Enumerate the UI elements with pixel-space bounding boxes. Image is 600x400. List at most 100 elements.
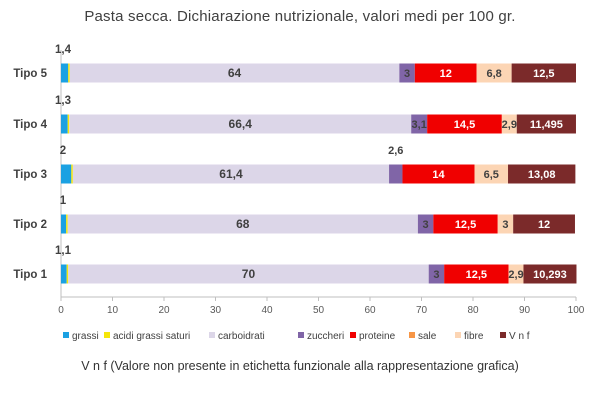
data-labels-layer: 1,4 64 3 12 6,8 12,5 1,3 66,4 3,1 14,5 2,9 11,495 2 6… — [55, 44, 567, 281]
bar-segment — [497, 214, 514, 234]
legend-swatch — [298, 332, 304, 338]
category-label: Tipo 3 — [13, 169, 47, 181]
data-label: 66,4 — [229, 117, 253, 131]
bar-segment — [511, 63, 576, 83]
bar-segment — [474, 164, 509, 184]
legend: grassi acidi grassi saturi carboidrati zucc… — [63, 331, 530, 342]
legend-swatch — [350, 332, 356, 338]
bar-segment — [433, 214, 498, 234]
legend-label: sale — [418, 331, 437, 342]
data-label: 61,4 — [219, 167, 243, 181]
x-tick-label: 40 — [261, 305, 273, 316]
x-tick-label: 60 — [364, 305, 376, 316]
category-label: Tipo 4 — [13, 119, 47, 131]
data-label: 70 — [242, 267, 256, 281]
bar-segment — [508, 264, 524, 284]
data-label: 14 — [432, 169, 445, 181]
legend-label: proteine — [359, 331, 396, 342]
data-label: 3 — [433, 269, 439, 281]
bar-segment — [444, 264, 509, 284]
data-label: 3 — [502, 219, 508, 231]
data-label: 2,6 — [388, 145, 403, 157]
bar-segment — [68, 63, 70, 83]
data-label: 12,5 — [533, 68, 554, 80]
x-tick-label: 30 — [210, 305, 222, 316]
x-tick-label: 90 — [519, 305, 531, 316]
bar-segment — [417, 214, 434, 234]
bar-segment — [69, 114, 412, 134]
data-label: 12 — [440, 68, 452, 80]
category-label: Tipo 5 — [13, 68, 47, 80]
footnote: V n f (Valore non presente in etichetta … — [81, 359, 519, 373]
data-label: 3 — [404, 68, 410, 80]
bar-segment — [402, 164, 475, 184]
bar-segment — [67, 214, 418, 234]
bar-segment — [61, 63, 69, 83]
x-tick-label: 10 — [107, 305, 119, 316]
data-label: 12 — [538, 219, 550, 231]
data-label: 14,5 — [454, 119, 475, 131]
legend-swatch — [500, 332, 506, 338]
bar-segment — [71, 164, 73, 184]
x-tick-label: 20 — [158, 305, 170, 316]
bar-segment — [61, 114, 68, 134]
bar-segment — [411, 114, 428, 134]
legend-label: fibre — [464, 331, 484, 342]
legend-label: V n f — [509, 331, 530, 342]
bar-segment — [61, 214, 67, 234]
category-label: Tipo 1 — [13, 269, 47, 281]
data-label: 1,3 — [55, 95, 71, 107]
bar-segment — [523, 264, 577, 284]
bar-segment — [399, 63, 415, 83]
bar-segment — [501, 114, 517, 134]
data-label: 1 — [60, 195, 67, 207]
legend-label: carboidrati — [218, 331, 265, 342]
bar-segment — [428, 264, 445, 284]
legend-swatch — [409, 332, 415, 338]
data-label: 68 — [236, 217, 250, 231]
bars-layer — [61, 63, 577, 284]
legend-label: grassi — [72, 331, 99, 342]
data-label: 10,293 — [533, 269, 567, 281]
legend-label: acidi grassi saturi — [113, 331, 190, 342]
x-tick-label: 50 — [313, 305, 325, 316]
bar-segment — [516, 114, 576, 134]
bar-segment — [476, 63, 512, 83]
chart-title: Pasta secca. Dichiarazione nutrizionale,… — [84, 8, 516, 25]
bar-segment — [66, 264, 69, 284]
data-label: 2,9 — [502, 119, 517, 131]
data-label: 3,1 — [412, 119, 427, 131]
data-label: 6,5 — [484, 169, 499, 181]
bar-segment — [508, 164, 576, 184]
bar-segment — [69, 63, 400, 83]
x-tick-label: 70 — [416, 305, 428, 316]
data-label: 13,08 — [528, 169, 556, 181]
data-label: 12,5 — [455, 219, 476, 231]
data-label: 1,1 — [55, 245, 72, 257]
data-label: 12,5 — [466, 269, 487, 281]
axis-layer: 0 10 20 30 40 50 60 70 80 90 100 Tipo 5 Tipo 4 Tipo 3… — [13, 50, 585, 316]
x-tick-label: 80 — [467, 305, 479, 316]
data-label: 1,4 — [55, 44, 72, 56]
x-tick-label: 100 — [568, 305, 585, 316]
data-label: 64 — [228, 66, 242, 80]
bar-segment — [389, 164, 403, 184]
bar-segment — [427, 114, 502, 134]
data-label: 11,495 — [530, 119, 563, 131]
data-label: 3 — [423, 219, 429, 231]
legend-label: zuccheri — [307, 331, 344, 342]
legend-swatch — [104, 332, 110, 338]
data-label: 2 — [60, 145, 66, 157]
data-label: 2,9 — [508, 269, 523, 281]
bar-segment — [72, 164, 390, 184]
data-label: 6,8 — [486, 68, 501, 80]
x-tick-label: 0 — [58, 305, 64, 316]
legend-swatch — [455, 332, 461, 338]
bar-segment — [68, 264, 429, 284]
bar-segment — [61, 164, 72, 184]
bar-segment — [61, 264, 67, 284]
legend-swatch — [63, 332, 69, 338]
bar-segment — [414, 63, 477, 83]
legend-swatch — [209, 332, 215, 338]
